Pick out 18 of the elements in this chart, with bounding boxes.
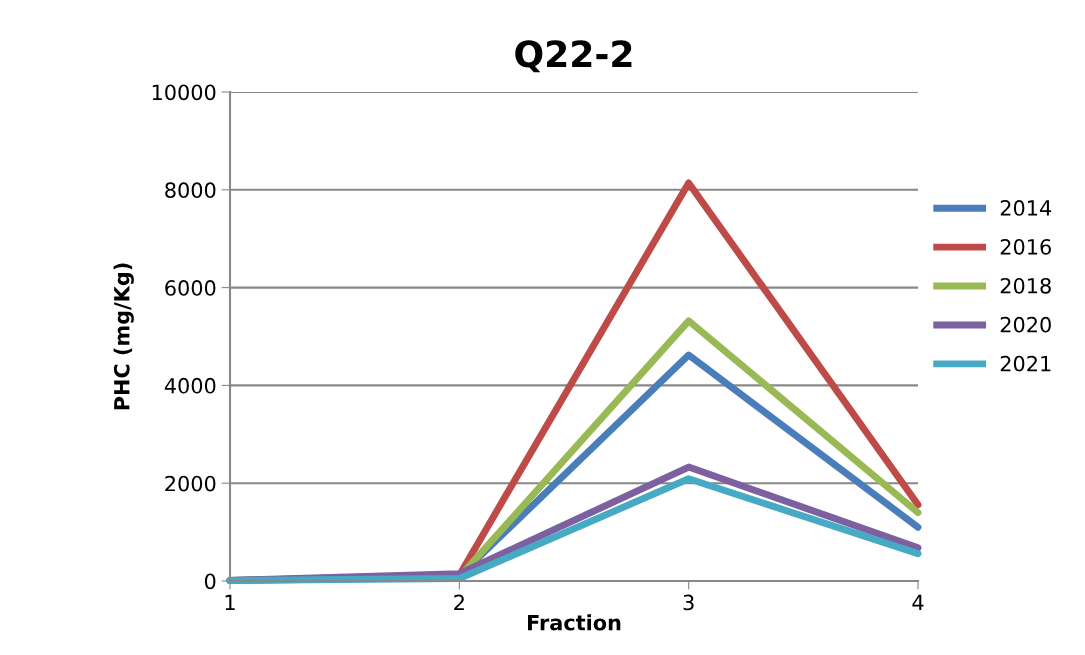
legend-label: 2020 [1000,316,1051,333]
x-tick-label: 4 [912,594,924,611]
y-tick-label: 10000 [152,84,216,101]
legend-label: 2014 [1000,200,1052,216]
legend-label: 2016 [1000,238,1051,255]
y-tick-label: 2000 [165,475,216,492]
legend-label: 2018 [1000,277,1051,294]
x-axis-title: Fraction [528,614,621,631]
y-tick-label: 8000 [165,182,216,199]
y-tick-label: 6000 [165,280,216,296]
x-tick-label: 3 [683,594,694,611]
y-tick-label: 4000 [164,377,216,394]
y-tick-label: 0 [204,573,216,590]
chart-title: Q22-2 [515,40,632,73]
x-tick-label: 2 [454,594,464,611]
x-tick-label: 1 [225,594,235,611]
legend-label: 2021 [1000,355,1051,372]
y-axis-title: PHC (mg/Kg) [113,263,134,410]
